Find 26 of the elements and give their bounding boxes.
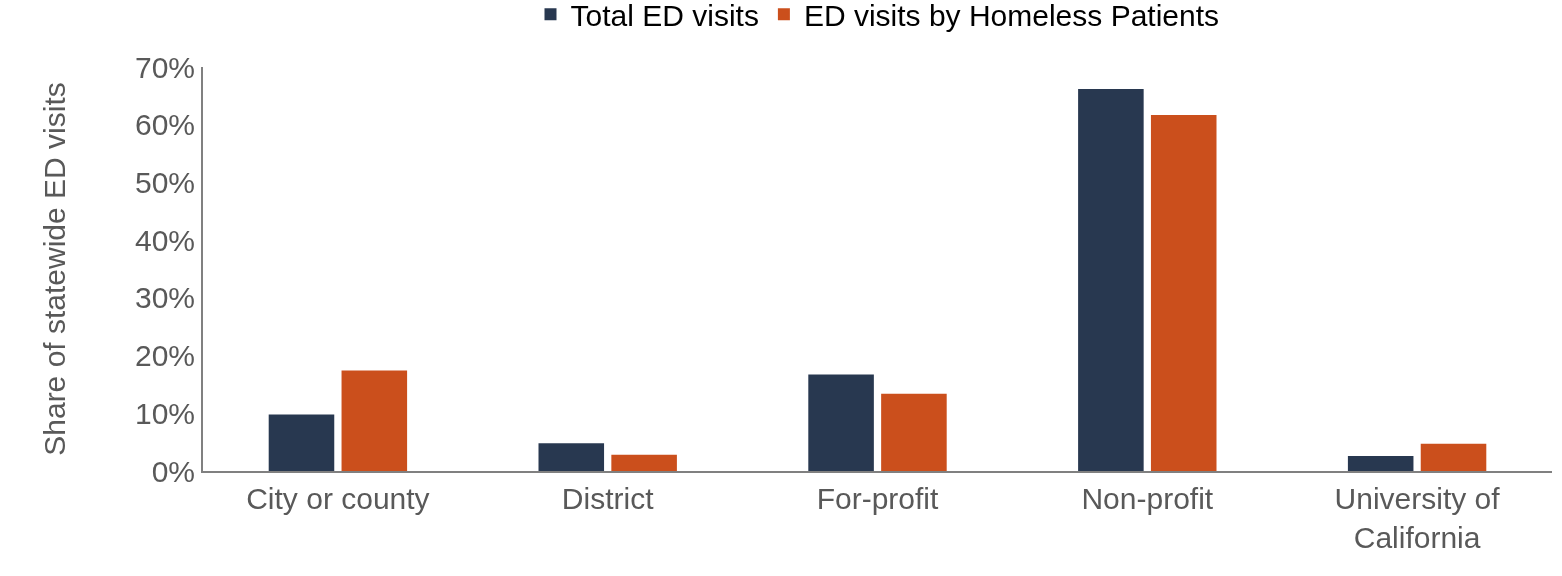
x-tick-label: University of California bbox=[1334, 482, 1501, 554]
bar bbox=[538, 443, 605, 471]
y-tick-label: 30% bbox=[134, 281, 195, 315]
y-tick-label: 60% bbox=[134, 108, 195, 142]
y-tick-label: 0% bbox=[151, 454, 195, 488]
y-tick-label: 10% bbox=[134, 396, 195, 430]
bar bbox=[1420, 443, 1487, 471]
legend-label: ED visits by Homeless Patients bbox=[803, 0, 1220, 33]
bar bbox=[881, 393, 947, 471]
bar bbox=[341, 370, 408, 471]
y-tick-label: 70% bbox=[134, 50, 195, 84]
y-tick-label: 40% bbox=[134, 223, 195, 257]
y-tick-label: 50% bbox=[134, 165, 195, 199]
bar bbox=[1078, 88, 1144, 471]
y-axis-title: Share of statewide ED visits bbox=[38, 82, 72, 456]
legend-label: Total ED visits bbox=[570, 0, 759, 33]
bar bbox=[611, 454, 677, 471]
bar bbox=[1150, 114, 1217, 471]
x-tick-label: Non-profit bbox=[1081, 482, 1214, 515]
bar bbox=[268, 414, 335, 471]
bar bbox=[808, 374, 874, 471]
x-tick-label: City or county bbox=[246, 482, 430, 515]
y-tick-label: 20% bbox=[134, 339, 195, 373]
bar bbox=[1347, 455, 1414, 471]
x-tick-label: For-profit bbox=[816, 482, 940, 515]
x-tick-label: District bbox=[561, 482, 655, 515]
